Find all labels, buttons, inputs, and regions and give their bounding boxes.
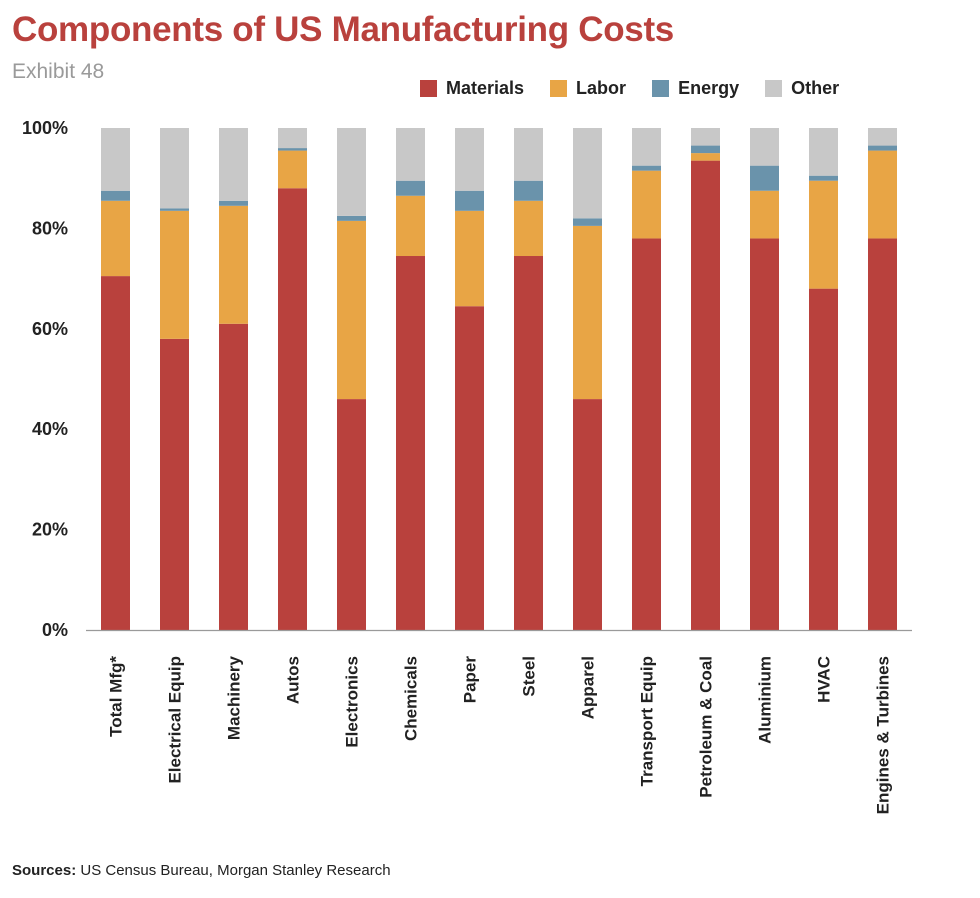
- bar-segment-labor: [160, 210, 189, 339]
- bar-segment-other: [219, 128, 248, 201]
- bar-segment-other: [573, 128, 602, 219]
- bar-segment-other: [691, 128, 720, 146]
- bar-segment-materials: [691, 160, 720, 630]
- bar-segment-other: [632, 128, 661, 166]
- bar-segment-materials: [219, 323, 248, 630]
- bar-segment-labor: [573, 225, 602, 400]
- bar-segment-labor: [750, 190, 779, 239]
- bar-segment-energy: [219, 200, 248, 206]
- chart-legend: Materials Labor Energy Other: [420, 78, 839, 99]
- bar-segment-energy: [101, 190, 130, 201]
- x-category-label: Electrical Equip: [166, 656, 185, 784]
- bar-segment-labor: [219, 205, 248, 324]
- bar-segment-other: [868, 128, 897, 146]
- bar-segment-labor: [691, 153, 720, 161]
- x-category-label: Transport Equip: [638, 656, 657, 786]
- legend-swatch: [652, 80, 670, 97]
- bar-segment-other: [455, 128, 484, 191]
- x-category-label: Electronics: [343, 656, 362, 748]
- bar-segment-energy: [514, 180, 543, 201]
- bar-segment-other: [278, 128, 307, 149]
- bar-segment-materials: [868, 238, 897, 630]
- y-tick-label: 60%: [32, 319, 68, 339]
- bar-segment-labor: [455, 210, 484, 307]
- bar-segment-materials: [750, 238, 779, 630]
- bar-segment-energy: [278, 148, 307, 151]
- legend-label: Materials: [446, 78, 525, 98]
- y-tick-label: 80%: [32, 218, 68, 238]
- bar-segment-labor: [337, 220, 366, 400]
- legend-swatch: [420, 80, 437, 97]
- bar-segment-labor: [514, 200, 543, 257]
- bar-segment-labor: [396, 195, 425, 257]
- x-category-label: Machinery: [225, 655, 244, 740]
- x-category-label: HVAC: [815, 656, 834, 703]
- source-note: Sources: US Census Bureau, Morgan Stanle…: [12, 862, 391, 879]
- bar-segment-materials: [396, 256, 425, 630]
- y-tick-label: 20%: [32, 520, 68, 540]
- bar-segment-labor: [632, 170, 661, 239]
- bar-segment-energy: [455, 190, 484, 211]
- bar-segment-labor: [809, 180, 838, 289]
- legend-item-labor: Labor: [550, 78, 626, 99]
- bar-segment-energy: [750, 165, 779, 191]
- bar-segment-materials: [160, 338, 189, 630]
- legend-item-other: Other: [765, 78, 839, 99]
- x-category-label: Petroleum & Coal: [697, 656, 716, 798]
- bar-segment-energy: [868, 145, 897, 151]
- legend-label: Energy: [678, 78, 740, 98]
- bar-segment-materials: [573, 399, 602, 630]
- bar-segment-energy: [337, 215, 366, 221]
- chart-subtitle: Exhibit 48: [12, 60, 105, 83]
- y-tick-label: 0%: [42, 620, 68, 640]
- bar-segment-materials: [278, 188, 307, 630]
- x-category-label: Aluminium: [756, 656, 775, 744]
- bar-segment-labor: [101, 200, 130, 277]
- bar-segment-materials: [632, 238, 661, 630]
- legend-label: Labor: [576, 78, 627, 98]
- bar-segment-other: [514, 128, 543, 181]
- bar-segment-energy: [632, 165, 661, 171]
- legend-item-energy: Energy: [652, 78, 739, 99]
- bar-segment-other: [750, 128, 779, 166]
- bar-segment-energy: [396, 180, 425, 196]
- x-category-label: Steel: [520, 656, 539, 697]
- x-category-label: Paper: [461, 656, 480, 704]
- y-tick-label: 100%: [22, 118, 68, 138]
- x-category-label: Chemicals: [402, 656, 421, 741]
- bar-segment-energy: [691, 145, 720, 154]
- bar-segment-other: [396, 128, 425, 181]
- bar-segment-other: [337, 128, 366, 216]
- bar-segment-labor: [868, 150, 897, 239]
- bar-segment-materials: [455, 306, 484, 630]
- bar-segment-labor: [278, 150, 307, 189]
- source-text: US Census Bureau, Morgan Stanley Researc…: [80, 862, 391, 879]
- bar-segment-energy: [573, 218, 602, 226]
- chart-title: Components of US Manufacturing Costs: [12, 10, 674, 49]
- bar-segment-other: [160, 128, 189, 209]
- legend-swatch: [550, 80, 568, 97]
- x-category-label: Engines & Turbines: [874, 656, 893, 814]
- legend-item-materials: Materials: [420, 78, 524, 99]
- bar-segment-energy: [160, 208, 189, 211]
- stacked-bar-chart: 0% 20% 40% 60% 80% 100% Total Mfg* Electrical E…: [22, 118, 912, 814]
- bar-segment-other: [809, 128, 838, 176]
- x-category-label: Total Mfg*: [107, 656, 126, 737]
- bar-segment-materials: [809, 288, 838, 630]
- bar-segment-energy: [809, 175, 838, 181]
- source-label: Sources:: [12, 862, 77, 879]
- bar-segment-other: [101, 128, 130, 191]
- bar-segment-materials: [337, 399, 366, 630]
- legend-swatch: [765, 80, 783, 97]
- y-tick-label: 40%: [32, 419, 68, 439]
- x-category-label: Autos: [284, 656, 303, 704]
- bar-segment-materials: [101, 276, 130, 630]
- legend-label: Other: [791, 78, 840, 98]
- x-category-label: Apparel: [579, 656, 598, 719]
- bar-segment-materials: [514, 256, 543, 630]
